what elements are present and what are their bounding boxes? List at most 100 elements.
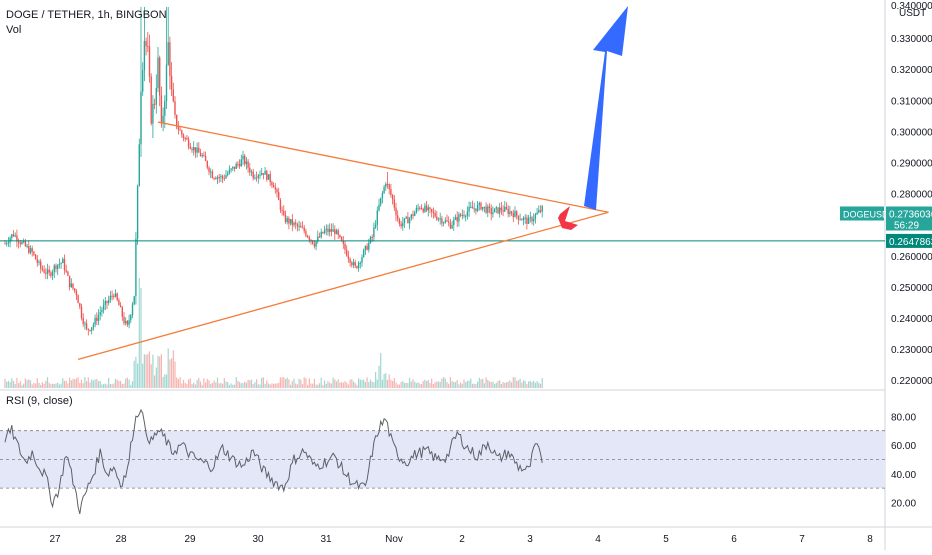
volume-bar: [465, 382, 467, 388]
candle-body: [228, 169, 231, 174]
volume-bar: [188, 379, 190, 388]
candle-body: [393, 199, 395, 208]
volume-bar: [137, 363, 139, 388]
candle-body: [169, 42, 171, 76]
volume-bar: [286, 377, 288, 388]
volume-bar: [237, 380, 239, 388]
volume-bar: [330, 383, 332, 388]
volume-bar: [444, 378, 446, 388]
volume-bar: [130, 384, 132, 388]
candle-body: [145, 40, 147, 47]
candle-body: [91, 327, 93, 331]
candle-body: [108, 299, 110, 303]
volume-bar: [126, 377, 128, 388]
candle-body: [293, 222, 295, 226]
candle-body: [475, 208, 477, 211]
candle-body: [288, 218, 290, 224]
volume-bar: [397, 384, 399, 388]
candle-body: [65, 270, 67, 272]
volume-bar: [451, 381, 453, 388]
volume-bar: [492, 381, 494, 388]
volume-bar: [210, 383, 212, 388]
rsi-legend: RSI (9, close): [6, 395, 73, 407]
volume-bar: [67, 383, 69, 388]
candle-body: [159, 57, 161, 96]
candle-body: [298, 225, 300, 227]
volume-bar: [386, 379, 389, 388]
candle-body: [46, 269, 49, 274]
volume-bar: [466, 380, 468, 388]
volume-bar: [162, 376, 164, 388]
volume-bar: [206, 378, 208, 388]
volume-bar: [460, 382, 462, 388]
volume-bar: [70, 380, 72, 388]
volume-bar: [40, 384, 42, 388]
volume-bar: [74, 379, 76, 388]
volume-bar: [448, 383, 450, 388]
volume-bar: [160, 354, 162, 388]
volume-bar: [225, 381, 227, 388]
candle-body: [230, 168, 232, 170]
candle-body: [471, 206, 474, 209]
volume-bar: [361, 379, 363, 388]
candle-body: [517, 215, 520, 220]
volume-bar: [157, 355, 159, 388]
candle-body: [390, 189, 392, 196]
volume-bar: [308, 378, 310, 388]
volume-bar: [419, 383, 421, 388]
candle-body: [403, 218, 406, 223]
volume-bar: [468, 380, 470, 388]
candle-body: [16, 235, 18, 242]
triangle-upper-line: [157, 121, 609, 213]
candle-body: [383, 186, 385, 193]
volume-bar: [36, 378, 38, 388]
candle-body: [77, 295, 79, 304]
volume-bar: [101, 384, 103, 388]
volume-bar: [138, 278, 140, 388]
volume-bar: [305, 378, 307, 388]
candle-body: [335, 230, 338, 235]
candle-body: [257, 175, 259, 178]
volume-bar: [63, 380, 66, 388]
candle-body: [148, 46, 151, 77]
candle-body: [456, 217, 458, 222]
volume-label: Vol: [6, 24, 22, 36]
candle-body: [28, 245, 30, 253]
candle-body: [6, 243, 8, 245]
candle-body: [252, 171, 254, 179]
candle-body: [7, 242, 10, 244]
candle-body: [186, 138, 188, 140]
volume-bar: [461, 383, 463, 388]
volume-bar: [318, 383, 321, 388]
volume-bar: [494, 384, 496, 388]
candle-body: [121, 307, 123, 317]
candle-body: [344, 243, 346, 250]
candle-body: [135, 238, 137, 297]
volume-bar: [21, 384, 23, 388]
volume-bar: [427, 380, 429, 388]
candle-body: [541, 205, 543, 212]
candle-body: [432, 211, 435, 213]
candle-body: [318, 236, 321, 238]
candle-body: [106, 300, 108, 303]
candle-body: [196, 147, 198, 153]
volume-bar: [28, 379, 30, 388]
candle-body: [140, 91, 142, 145]
volume-bar: [94, 379, 96, 388]
volume-bar: [522, 380, 525, 388]
candle-body: [473, 208, 475, 210]
volume-bar: [307, 384, 309, 388]
volume-bar: [478, 377, 480, 388]
candle-body: [70, 283, 72, 288]
candle-body: [352, 262, 355, 265]
volume-bar: [177, 379, 179, 388]
volume-bar: [346, 382, 348, 388]
volume-bar: [437, 381, 440, 388]
volume-bar: [184, 382, 186, 388]
candle-body: [395, 207, 397, 216]
volume-bar: [405, 382, 407, 388]
candle-body: [334, 229, 336, 235]
